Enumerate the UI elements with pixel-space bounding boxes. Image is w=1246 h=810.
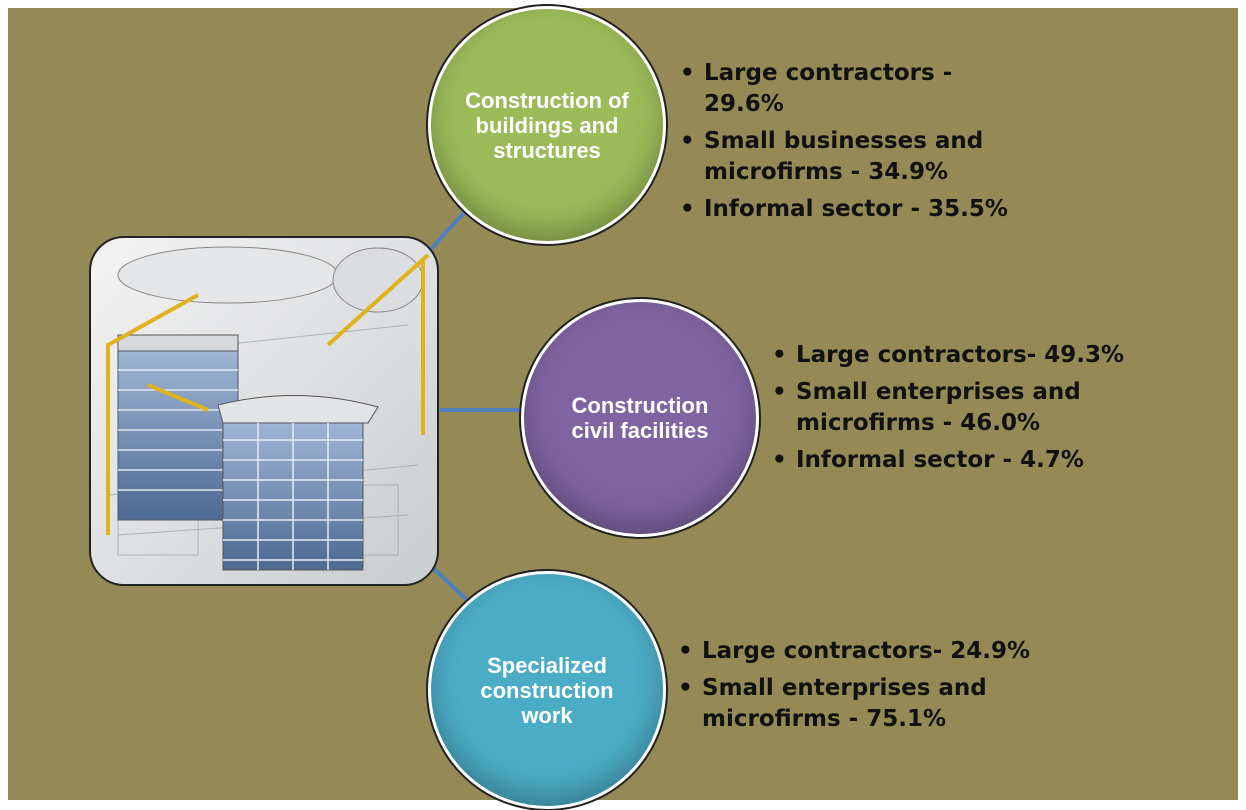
node-list: Large contractors- 49.3% Small enterprise…: [770, 340, 1126, 482]
list-item: Informal sector - 4.7%: [770, 445, 1126, 476]
connector: [426, 561, 472, 605]
node-circle: Construction civil facilities: [521, 299, 759, 537]
list-item: Small businesses and microfirms - 34.9%: [678, 126, 1034, 188]
node-label: Construction of buildings and structures: [465, 87, 629, 163]
diagram: Construction of buildings and structures…: [8, 6, 1238, 809]
construction-image: [89, 236, 439, 586]
node-list: Large contractors - 29.6%Small businesse…: [678, 58, 1034, 231]
node-label: Specialized construction work: [480, 652, 614, 728]
list-item: Large contractors - 29.6%: [678, 58, 1034, 120]
node-list: Large contractors- 24.9% Small enterprise…: [676, 636, 1032, 741]
node-label: Construction civil facilities: [571, 393, 709, 443]
node-circle: Specialized construction work: [428, 571, 666, 809]
list-item: Informal sector - 35.5%: [678, 194, 1034, 225]
list-item: Large contractors- 24.9%: [676, 636, 1032, 667]
list-item: Small enterprises and microfirms - 75.1%: [676, 673, 1032, 735]
list-item: Large contractors- 49.3%: [770, 340, 1126, 371]
list-item: Small enterprises and microfirms - 46.0%: [770, 377, 1126, 439]
node-circle: Construction of buildings and structures: [428, 6, 666, 244]
